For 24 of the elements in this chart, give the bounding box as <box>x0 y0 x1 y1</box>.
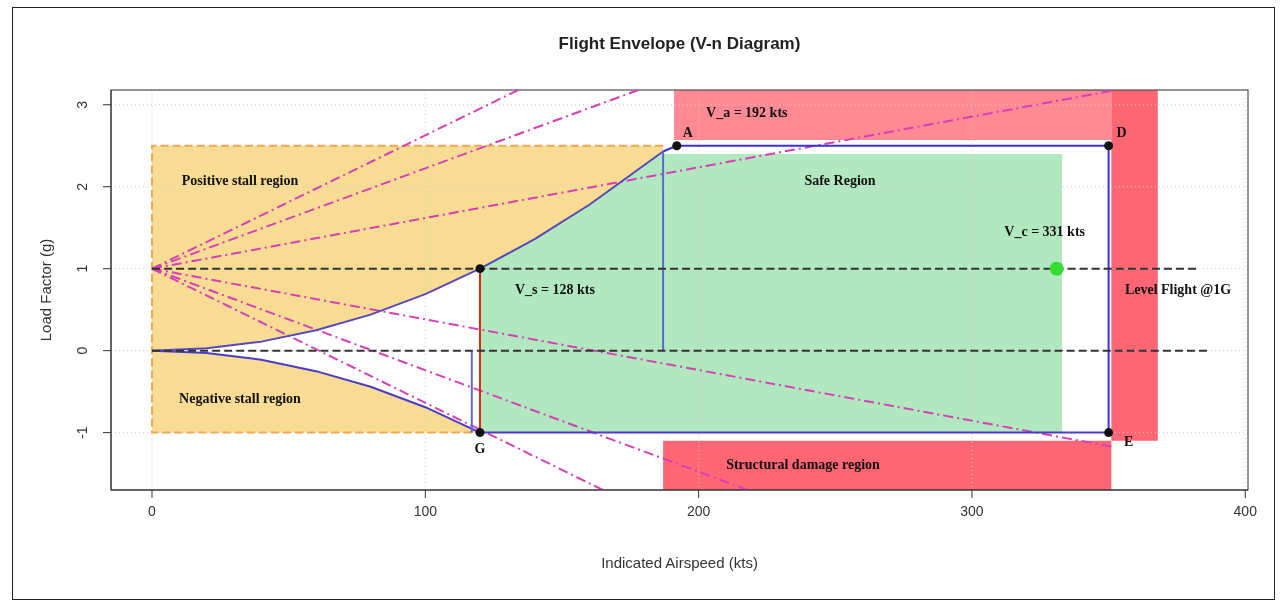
annotation: V_s = 128 kts <box>515 282 596 298</box>
y-tick-label: -1 <box>74 426 90 439</box>
chart-title: Flight Envelope (V-n Diagram) <box>557 34 802 54</box>
annotation: Positive stall region <box>181 173 299 189</box>
y-tick-label: 2 <box>74 182 90 191</box>
annotation: Structural damage region <box>726 457 880 473</box>
annotation: D <box>1116 125 1127 141</box>
annotation: A <box>682 125 694 141</box>
x-tick-label: 200 <box>686 502 711 519</box>
y-axis-title: Load Factor (g) <box>36 238 54 342</box>
annotation: Safe Region <box>804 173 876 189</box>
x-tick-label: 0 <box>148 502 157 519</box>
x-axis-title: Indicated Airspeed (kts) <box>600 554 759 571</box>
y-tick-label: 3 <box>74 100 90 109</box>
annotation: V_a = 192 kts <box>706 105 789 121</box>
x-tick-label: 400 <box>1233 502 1258 519</box>
annotation: V_c = 331 kts <box>1004 224 1086 240</box>
y-tick-label: 1 <box>74 264 90 273</box>
annotation: Negative stall region <box>179 391 301 407</box>
x-tick-label: 100 <box>413 502 438 519</box>
annotation: Level Flight @1G <box>1124 282 1232 298</box>
annotation: G <box>474 441 486 457</box>
x-tick-label: 300 <box>960 502 984 519</box>
y-tick-label: 0 <box>74 346 90 355</box>
